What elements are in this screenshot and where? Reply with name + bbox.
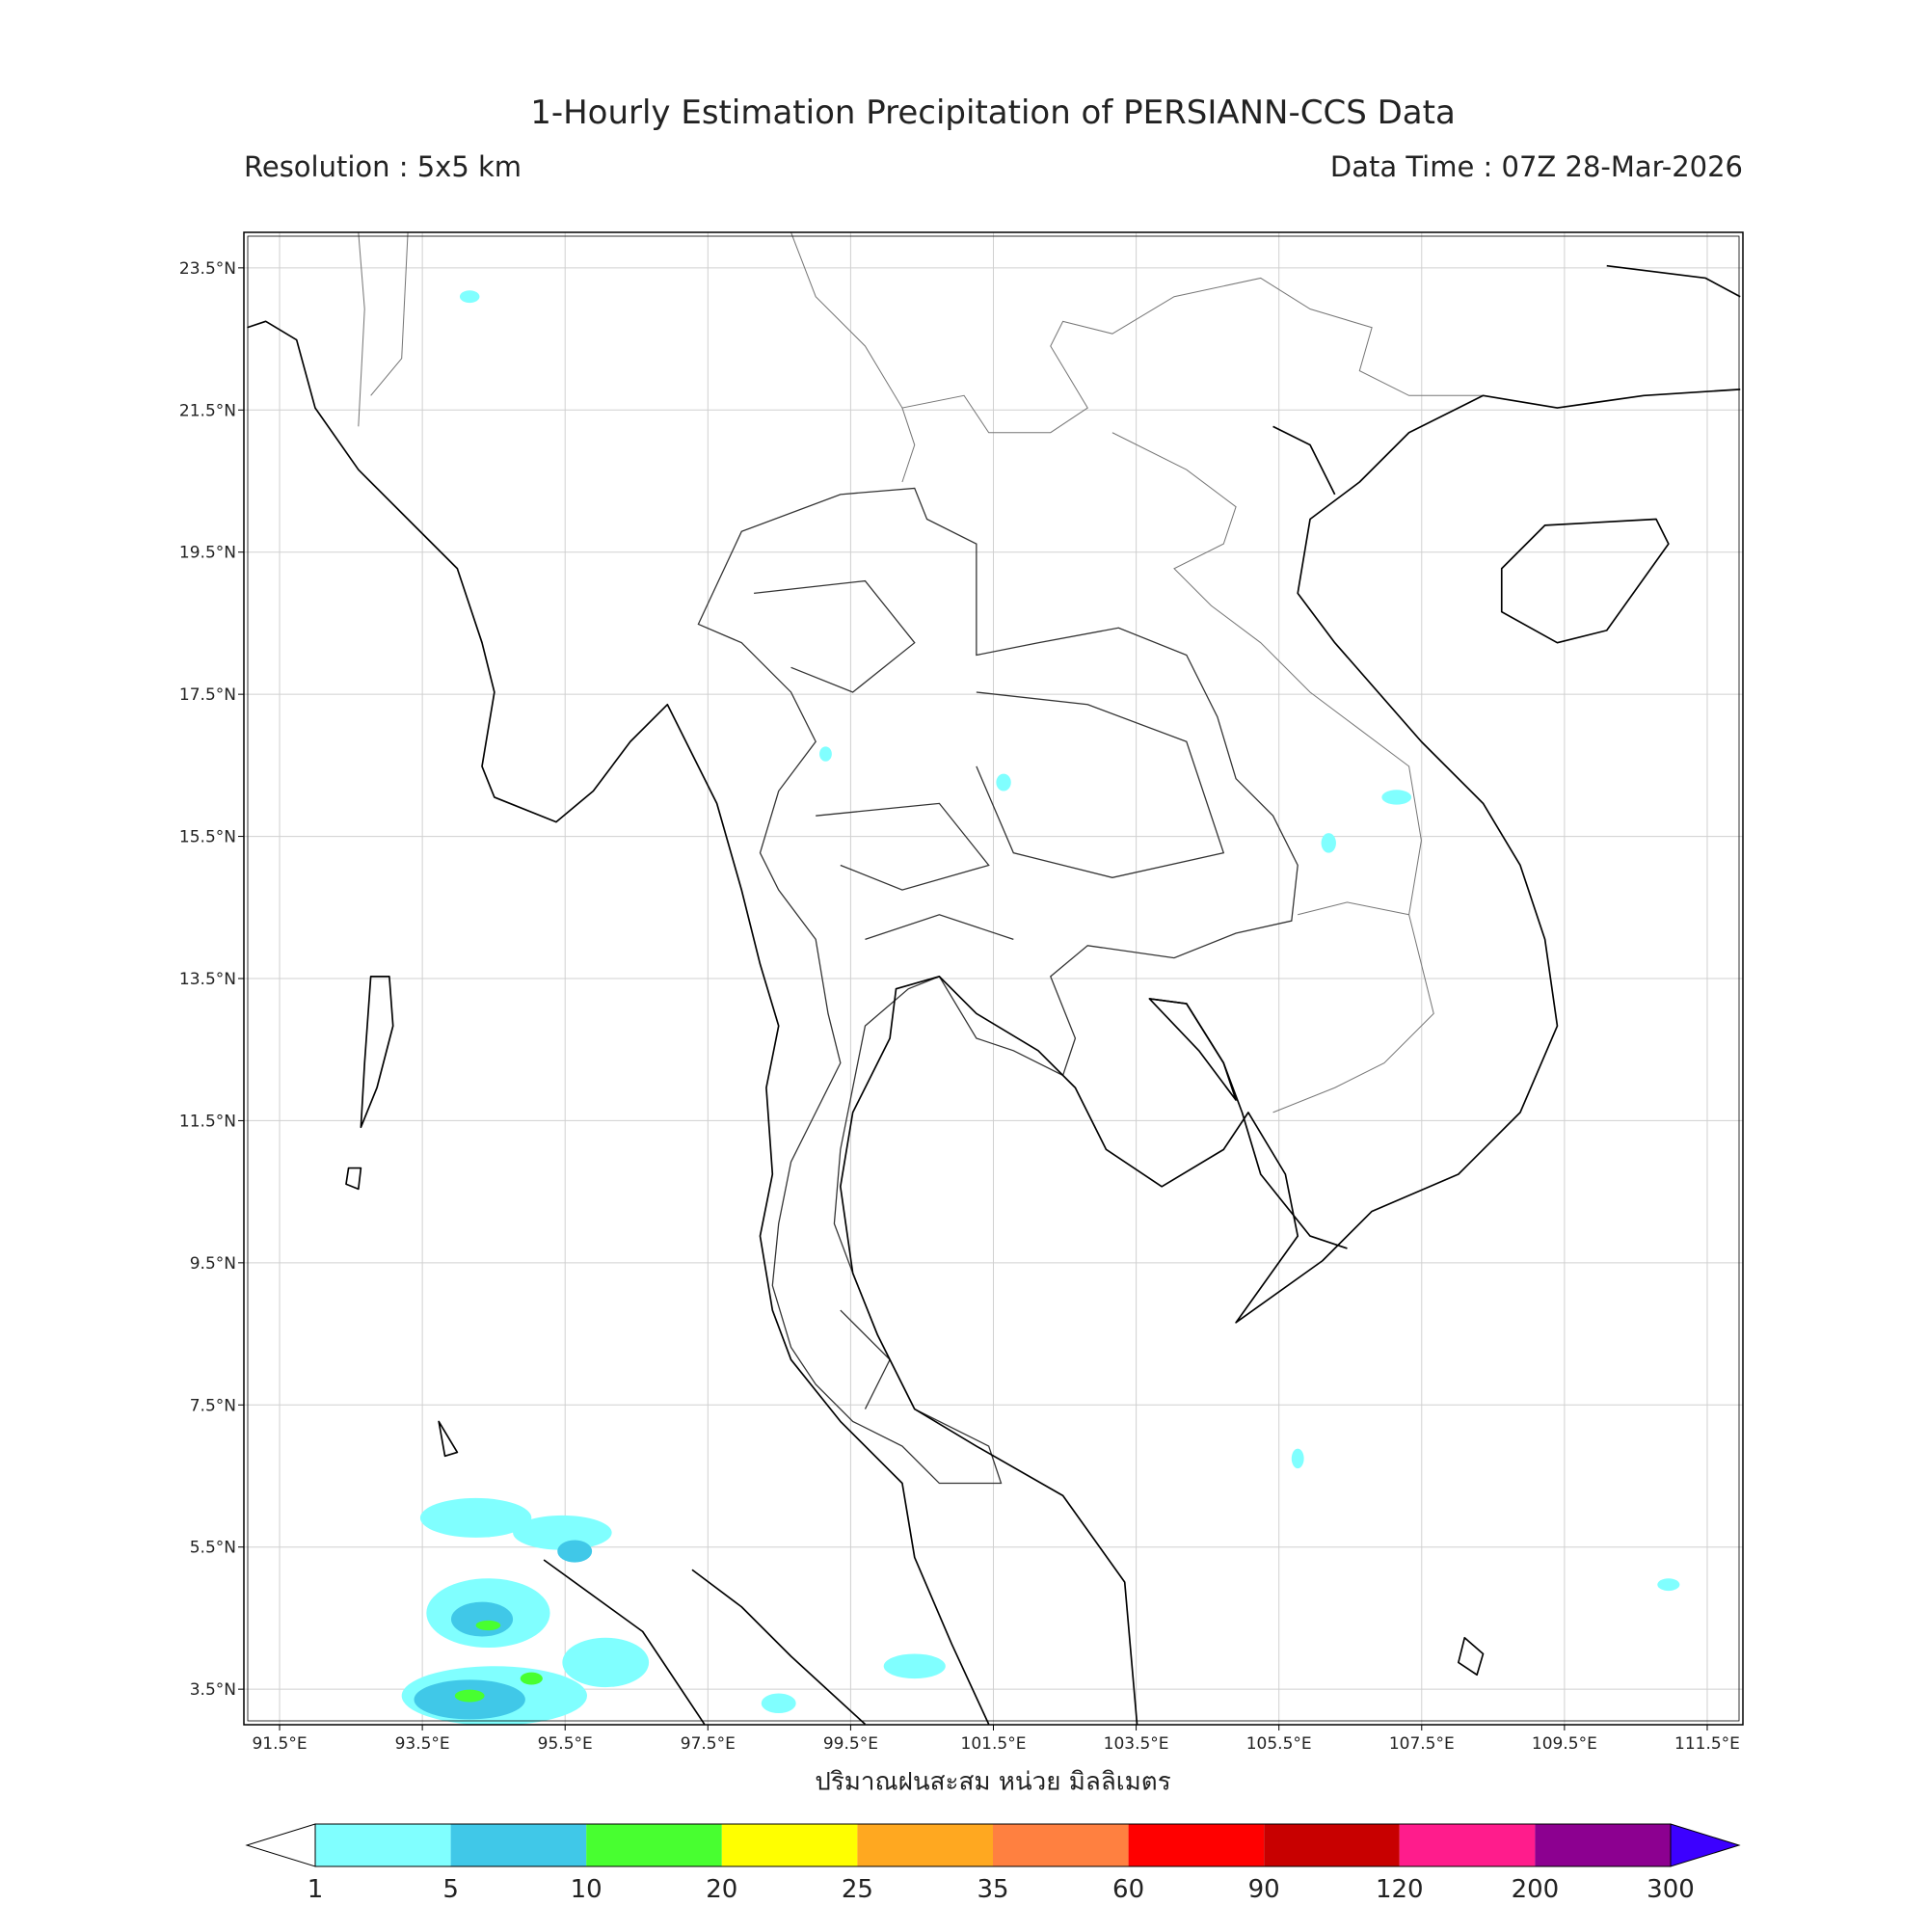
colorbar-label: 35 xyxy=(977,1875,1008,1904)
y-tick-label: 15.5°N xyxy=(179,828,236,847)
colorbar-label: 90 xyxy=(1248,1875,1280,1904)
rain-areas xyxy=(401,290,1680,1725)
title: 1-Hourly Estimation Precipitation of PER… xyxy=(530,94,1456,132)
x-tick-label: 109.5°E xyxy=(1532,1734,1597,1754)
y-tick-label: 7.5°N xyxy=(190,1396,236,1415)
x-tick-label: 105.5°E xyxy=(1246,1734,1312,1754)
colorbar-bin xyxy=(450,1824,587,1866)
colorbar-label: 120 xyxy=(1376,1875,1424,1904)
x-tick-label: 91.5°E xyxy=(252,1734,307,1754)
colorbar-bin xyxy=(315,1824,451,1866)
x-tick-label: 103.5°E xyxy=(1104,1734,1169,1754)
y-tick-label: 21.5°N xyxy=(179,401,236,420)
colorbar-label: 25 xyxy=(842,1875,873,1904)
colorbar-bin xyxy=(1264,1824,1400,1866)
colorbar-label: 300 xyxy=(1647,1875,1695,1904)
x-tick-label: 101.5°E xyxy=(961,1734,1027,1754)
grid xyxy=(238,232,1743,1731)
colorbar-bin xyxy=(1399,1824,1536,1866)
left-subtitle: Resolution : 5x5 km xyxy=(244,150,522,183)
y-tick-label: 11.5°N xyxy=(179,1112,236,1131)
x-tick-label: 107.5°E xyxy=(1389,1734,1455,1754)
colorbar-label: 1 xyxy=(308,1875,324,1904)
y-tick-label: 17.5°N xyxy=(179,685,236,705)
colorbar-bin xyxy=(721,1824,858,1866)
x-tick-label: 99.5°E xyxy=(823,1734,878,1754)
colorbar-label: 200 xyxy=(1512,1875,1560,1904)
geography xyxy=(247,232,1741,1725)
y-tick-label: 23.5°N xyxy=(179,259,236,279)
y-tick-label: 5.5°N xyxy=(190,1539,236,1558)
colorbar-bin xyxy=(993,1824,1129,1866)
y-tick-label: 13.5°N xyxy=(179,970,236,989)
y-tick-label: 19.5°N xyxy=(179,544,236,563)
colorbar-bin xyxy=(586,1824,722,1866)
colorbar: 1 5 10 20 25 35 60 90 120 200 300 xyxy=(245,1823,1741,1904)
x-axis-label: ปริมาณฝนสะสม หน่วย มิลลิเมตร xyxy=(815,1768,1170,1797)
colorbar-over xyxy=(1670,1823,1741,1867)
map-inner-frame xyxy=(247,235,1740,1722)
map-frame xyxy=(243,231,1744,1726)
colorbar-bin xyxy=(857,1824,993,1866)
y-tick-label: 9.5°N xyxy=(190,1254,236,1274)
colorbar-under xyxy=(245,1823,316,1867)
y-tick-label: 3.5°N xyxy=(190,1680,236,1700)
right-subtitle: Data Time : 07Z 28-Mar-2026 xyxy=(1330,150,1743,183)
x-tick-label: 97.5°E xyxy=(681,1734,736,1754)
x-tick-label: 95.5°E xyxy=(538,1734,593,1754)
colorbar-label: 20 xyxy=(706,1875,737,1904)
x-tick-label: 111.5°E xyxy=(1674,1734,1740,1754)
colorbar-bin xyxy=(1128,1824,1265,1866)
colorbar-label: 60 xyxy=(1112,1875,1144,1904)
colorbar-bin xyxy=(1535,1824,1671,1866)
map-layer xyxy=(247,232,1741,1725)
colorbar-outline xyxy=(314,1823,1672,1867)
colorbar-label: 10 xyxy=(571,1875,602,1904)
x-tick-label: 93.5°E xyxy=(395,1734,450,1754)
colorbar-label: 5 xyxy=(442,1875,459,1904)
